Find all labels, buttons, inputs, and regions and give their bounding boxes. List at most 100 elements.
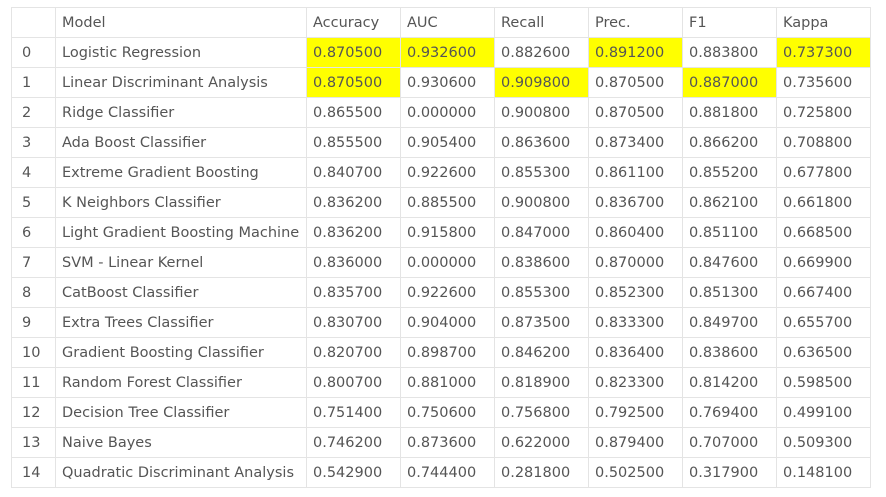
cell-auc: 0.904000 [400, 307, 495, 338]
row-index: 11 [11, 367, 56, 398]
header-prec: Prec. [588, 7, 683, 38]
cell-auc: 0.922600 [400, 157, 495, 188]
cell-auc: 0.922600 [400, 277, 495, 308]
cell-kappa: 0.499100 [776, 397, 871, 428]
cell-model: Ridge Classifier [55, 97, 307, 128]
cell-accuracy: 0.830700 [306, 307, 401, 338]
cell-prec: 0.823300 [588, 367, 683, 398]
cell-accuracy: 0.836200 [306, 217, 401, 248]
cell-recall: 0.756800 [494, 397, 589, 428]
row-index: 14 [11, 457, 56, 488]
cell-kappa: 0.668500 [776, 217, 871, 248]
table-row: 13 Naive Bayes 0.746200 0.873600 0.622000 0.8… [11, 427, 871, 458]
cell-f1: 0.814200 [682, 367, 777, 398]
cell-f1: 0.883800 [682, 37, 777, 68]
cell-model: Quadratic Discriminant Analysis [55, 457, 307, 488]
cell-prec: 0.873400 [588, 127, 683, 158]
cell-recall: 0.882600 [494, 37, 589, 68]
cell-model: Logistic Regression [55, 37, 307, 68]
cell-prec: 0.833300 [588, 307, 683, 338]
cell-accuracy: 0.840700 [306, 157, 401, 188]
row-index: 4 [11, 157, 56, 188]
table-row: 9 Extra Trees Classifier 0.830700 0.904000 0… [11, 307, 871, 338]
cell-f1: 0.862100 [682, 187, 777, 218]
table-row: 1 Linear Discriminant Analysis 0.870500 0.9… [11, 67, 871, 98]
cell-accuracy: 0.865500 [306, 97, 401, 128]
header-kappa: Kappa [776, 7, 871, 38]
cell-auc: 0.744400 [400, 457, 495, 488]
cell-accuracy: 0.542900 [306, 457, 401, 488]
cell-recall: 0.855300 [494, 157, 589, 188]
row-index: 9 [11, 307, 56, 338]
cell-prec: 0.870500 [588, 67, 683, 98]
cell-kappa: 0.509300 [776, 427, 871, 458]
cell-prec: 0.852300 [588, 277, 683, 308]
table-row: 11 Random Forest Classifier 0.800700 0.8810… [11, 367, 871, 398]
cell-kappa: 0.708800 [776, 127, 871, 158]
cell-kappa: 0.636500 [776, 337, 871, 368]
cell-f1: 0.769400 [682, 397, 777, 428]
table-row: 8 CatBoost Classifier 0.835700 0.922600 0.85… [11, 277, 871, 308]
cell-accuracy: 0.835700 [306, 277, 401, 308]
cell-accuracy: 0.870500 [306, 37, 401, 68]
cell-accuracy: 0.870500 [306, 67, 401, 98]
cell-auc: 0.930600 [400, 67, 495, 98]
cell-kappa: 0.655700 [776, 307, 871, 338]
cell-kappa: 0.598500 [776, 367, 871, 398]
cell-accuracy: 0.820700 [306, 337, 401, 368]
cell-f1: 0.881800 [682, 97, 777, 128]
cell-auc: 0.000000 [400, 97, 495, 128]
cell-prec: 0.836700 [588, 187, 683, 218]
cell-model: Light Gradient Boosting Machine [55, 217, 307, 248]
cell-model: Extreme Gradient Boosting [55, 157, 307, 188]
row-index: 0 [11, 37, 56, 68]
cell-auc: 0.881000 [400, 367, 495, 398]
cell-model: Decision Tree Classifier [55, 397, 307, 428]
row-index: 8 [11, 277, 56, 308]
cell-recall: 0.900800 [494, 187, 589, 218]
cell-auc: 0.873600 [400, 427, 495, 458]
row-index: 7 [11, 247, 56, 278]
table-row: 7 SVM - Linear Kernel 0.836000 0.000000 0.83… [11, 247, 871, 278]
cell-recall: 0.900800 [494, 97, 589, 128]
cell-recall: 0.873500 [494, 307, 589, 338]
row-index: 3 [11, 127, 56, 158]
header-accuracy: Accuracy [306, 7, 401, 38]
cell-auc: 0.932600 [400, 37, 495, 68]
model-comparison-table: Model Accuracy AUC Recall Prec. F1 Kappa… [11, 7, 871, 488]
cell-recall: 0.909800 [494, 67, 589, 98]
cell-prec: 0.870000 [588, 247, 683, 278]
results-table-container: Model Accuracy AUC Recall Prec. F1 Kappa… [11, 7, 871, 488]
cell-kappa: 0.725800 [776, 97, 871, 128]
cell-kappa: 0.677800 [776, 157, 871, 188]
cell-prec: 0.502500 [588, 457, 683, 488]
table-body: 0 Logistic Regression 0.870500 0.932600 0.88… [11, 37, 871, 488]
cell-accuracy: 0.836000 [306, 247, 401, 278]
cell-prec: 0.860400 [588, 217, 683, 248]
row-index: 6 [11, 217, 56, 248]
header-f1: F1 [682, 7, 777, 38]
table-row: 12 Decision Tree Classifier 0.751400 0.7506… [11, 397, 871, 428]
table-row: 4 Extreme Gradient Boosting 0.840700 0.9226… [11, 157, 871, 188]
cell-kappa: 0.667400 [776, 277, 871, 308]
cell-f1: 0.707000 [682, 427, 777, 458]
table-row: 2 Ridge Classifier 0.865500 0.000000 0.90080… [11, 97, 871, 128]
cell-kappa: 0.661800 [776, 187, 871, 218]
cell-accuracy: 0.746200 [306, 427, 401, 458]
cell-prec: 0.861100 [588, 157, 683, 188]
cell-accuracy: 0.855500 [306, 127, 401, 158]
cell-accuracy: 0.836200 [306, 187, 401, 218]
cell-prec: 0.879400 [588, 427, 683, 458]
cell-f1: 0.317900 [682, 457, 777, 488]
header-auc: AUC [400, 7, 495, 38]
cell-model: Ada Boost Classifier [55, 127, 307, 158]
cell-f1: 0.849700 [682, 307, 777, 338]
row-index: 13 [11, 427, 56, 458]
cell-recall: 0.281800 [494, 457, 589, 488]
cell-auc: 0.885500 [400, 187, 495, 218]
row-index: 10 [11, 337, 56, 368]
cell-auc: 0.915800 [400, 217, 495, 248]
header-recall: Recall [494, 7, 589, 38]
cell-auc: 0.750600 [400, 397, 495, 428]
